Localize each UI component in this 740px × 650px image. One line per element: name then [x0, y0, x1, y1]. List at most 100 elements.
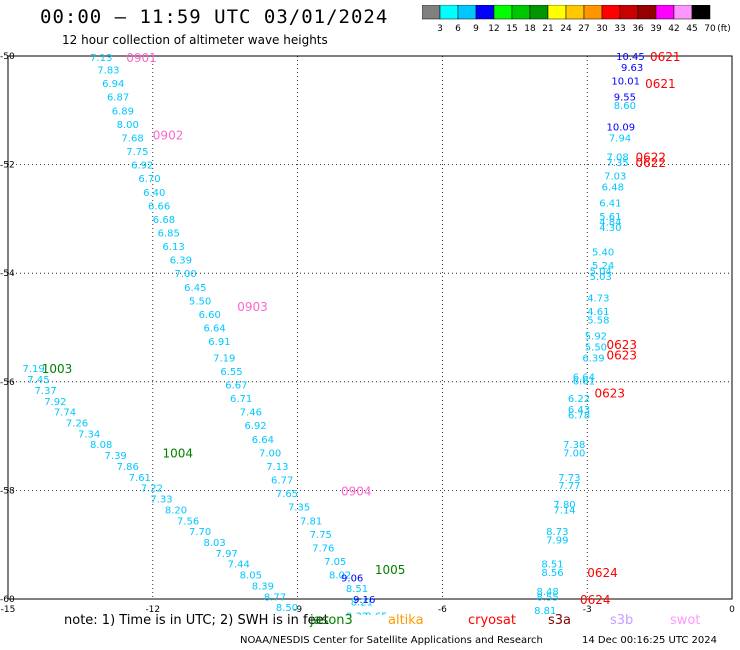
wave-height-value: 6.48: [602, 182, 624, 193]
wave-height-value: 7.26: [66, 419, 88, 430]
wave-height-value: 7.35: [288, 503, 310, 514]
wave-height-value: 8.00: [117, 120, 139, 131]
wave-height-value: 7.08: [607, 152, 629, 163]
y-tick-label: -60: [0, 595, 15, 605]
wave-height-value: 4.61: [587, 307, 609, 318]
wave-height-value: 7.19: [213, 353, 235, 364]
wave-height-value: 7.37: [35, 386, 57, 397]
wave-height-value: 7.76: [312, 543, 334, 554]
wave-height-value: 5.40: [592, 247, 614, 258]
plot-frame: [7, 55, 733, 600]
wave-height-value: 7.74: [54, 408, 76, 419]
wave-height-value: 7.81: [300, 516, 322, 527]
pass-time-label: 0622: [635, 150, 666, 164]
wave-height-value: 8.51: [346, 584, 368, 595]
pass-time-label: 0621: [645, 77, 676, 91]
colorbar-label: 30: [596, 24, 608, 34]
wave-height-value: 6.85: [158, 228, 180, 239]
wave-height-value: 6.92: [131, 161, 153, 172]
wave-height-value: 7.86: [117, 462, 139, 473]
colorbar-label: 24: [560, 24, 572, 34]
wave-height-value: 5.92: [585, 332, 607, 343]
x-tick-label: 0: [729, 605, 735, 615]
wave-height-value: 8.32: [346, 611, 368, 615]
wave-height-value: 8.05: [240, 571, 262, 582]
wave-height-value: 7.13: [266, 462, 288, 473]
altimeter-plot: -15 -12 -9 -6 -3 0 -50 -52 -54 -56 -58 -60 7.13 7.83 6…: [0, 50, 735, 615]
colorbar-label: 42: [668, 24, 679, 34]
pass-time-label: 0623: [594, 387, 625, 401]
wave-height-value: 7.39: [105, 451, 127, 462]
wave-height-value: 7.34: [78, 429, 100, 440]
colorbar-label: 27: [578, 24, 589, 34]
pass-time-label: 1005: [375, 563, 406, 577]
credit-line: NOAA/NESDIS Center for Satellite Applica…: [240, 635, 543, 646]
wave-height-value: 7.14: [553, 505, 575, 516]
wave-height-value: 6.55: [220, 367, 242, 378]
pass-time-label: 0624: [587, 566, 618, 580]
wave-height-value: 6.40: [143, 188, 165, 199]
y-tick-label: -52: [0, 161, 15, 171]
colorbar-label: 12: [488, 24, 499, 34]
wave-height-value: 10.45: [616, 52, 645, 63]
wave-height-value: 5.58: [587, 315, 609, 326]
pass-time-label: 0623: [607, 338, 638, 352]
wave-height-value: 6.91: [208, 337, 230, 348]
wave-height-value: 7.38: [563, 440, 585, 451]
wave-height-value: 6.22: [568, 394, 590, 405]
colorbar-label: 33: [614, 24, 625, 34]
wave-height-value: 6.60: [199, 310, 221, 321]
wave-height-value: 7.56: [177, 516, 199, 527]
wave-height-value: 6.71: [230, 394, 252, 405]
wave-height-value: 7.19: [22, 364, 44, 375]
colorbar-unit: (ft): [717, 24, 731, 34]
wave-height-value: 7.83: [97, 66, 119, 77]
colorbar-swatch: [691, 5, 711, 20]
wave-height-value: 7.03: [604, 171, 626, 182]
wave-height-value: 6.89: [112, 106, 134, 117]
wave-height-value: 10.01: [611, 76, 640, 87]
pass-time-label: 0621: [650, 50, 681, 64]
wave-height-value: 8.51: [541, 560, 563, 571]
wave-height-value: 9.55: [614, 93, 636, 104]
wave-height-value: 8.21: [351, 598, 373, 609]
wave-height-value: 6.66: [148, 201, 170, 212]
wave-height-value: 7.65: [276, 489, 298, 500]
pass-time-label: 1003: [42, 362, 73, 376]
wave-height-value: 6.67: [225, 381, 247, 392]
colorbar-label: 45: [686, 24, 697, 34]
wave-height-value: 8.77: [264, 592, 286, 603]
wave-height-value: 5.50: [585, 343, 607, 354]
legend-altika: altika: [388, 613, 424, 628]
wave-height-value: 8.60: [614, 101, 636, 112]
wave-height-value: 7.92: [44, 397, 66, 408]
wave-height-value: 6.13: [162, 242, 184, 253]
wave-height-value: 7.75: [310, 530, 332, 541]
wave-height-value: 7.44: [228, 560, 250, 571]
colorbar-label: 39: [650, 24, 662, 34]
wave-height-value: 6.70: [138, 174, 160, 185]
wave-height-value: 6.87: [107, 93, 129, 104]
wave-height-value: 7.00: [259, 448, 281, 459]
wave-height-value: 8.73: [546, 527, 568, 538]
wave-height-value: 7.00: [563, 448, 585, 459]
x-tick-label: -9: [293, 605, 302, 615]
wave-height-value: 8.81: [534, 606, 556, 615]
legend-s3a: s3a: [548, 613, 572, 628]
colorbar-label: 15: [506, 24, 517, 34]
x-tick-label: -12: [145, 605, 160, 615]
pass-time-label: 0902: [153, 129, 184, 143]
wave-height-value: 7.97: [216, 549, 238, 560]
wave-height-value: 7.70: [189, 527, 211, 538]
colorbar-label: 70: [704, 24, 716, 34]
legend-jason3: jason3: [310, 613, 353, 628]
wave-height-value: 8.48: [537, 587, 559, 598]
wave-height-value: 7.00: [175, 269, 197, 280]
chart-subtitle: 12 hour collection of altimeter wave hei…: [62, 33, 328, 47]
wave-height-value: 10.09: [607, 123, 636, 134]
wave-height-value: 4.84: [599, 218, 621, 229]
pass-time-label: 0622: [635, 156, 666, 170]
pass-time-label: 1004: [162, 446, 193, 460]
x-tick-label: -3: [583, 605, 592, 615]
wave-height-value: 8.36: [288, 614, 310, 615]
